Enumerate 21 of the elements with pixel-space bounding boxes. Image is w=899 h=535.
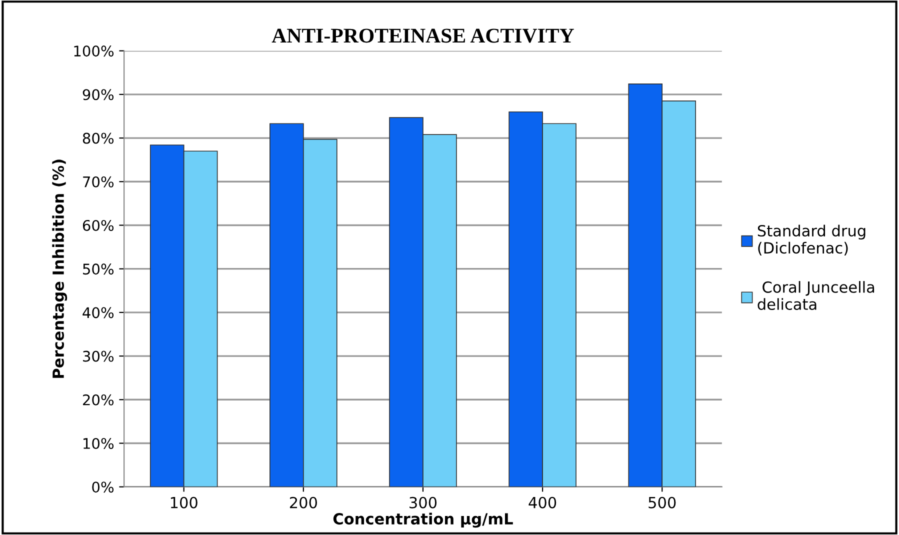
y-tick-label: 40% bbox=[82, 307, 114, 318]
y-tick-label: 60% bbox=[82, 220, 114, 231]
y-axis-title: Percentage Inhibition (%) bbox=[52, 160, 68, 378]
chart-title: ANTI-PROTEINASE ACTIVITY bbox=[272, 28, 574, 43]
y-tick-label: 70% bbox=[83, 176, 114, 188]
y-tick-label: 10% bbox=[84, 438, 114, 449]
y-tick-label: 50% bbox=[83, 264, 114, 275]
y-tick-label: 100% bbox=[74, 46, 114, 57]
x-tick-label: 200 bbox=[290, 496, 317, 508]
x-tick-label: 100 bbox=[170, 496, 198, 508]
x-tick-label: 400 bbox=[528, 496, 556, 508]
y-tick-label: 0% bbox=[92, 482, 114, 493]
x-tick-label: 300 bbox=[410, 496, 437, 508]
y-tick-label: 90% bbox=[82, 89, 114, 100]
legend-label: Standard drug (Diclofenac) bbox=[758, 224, 866, 256]
y-tick-label: 20% bbox=[82, 394, 114, 406]
x-tick-label: 500 bbox=[648, 496, 676, 508]
legend-label: Coral Junceella delicata bbox=[758, 281, 874, 310]
y-tick-label: 30% bbox=[83, 350, 114, 362]
y-tick-label: 80% bbox=[82, 132, 114, 144]
x-axis-title: Concentration µg/mL bbox=[333, 512, 513, 528]
